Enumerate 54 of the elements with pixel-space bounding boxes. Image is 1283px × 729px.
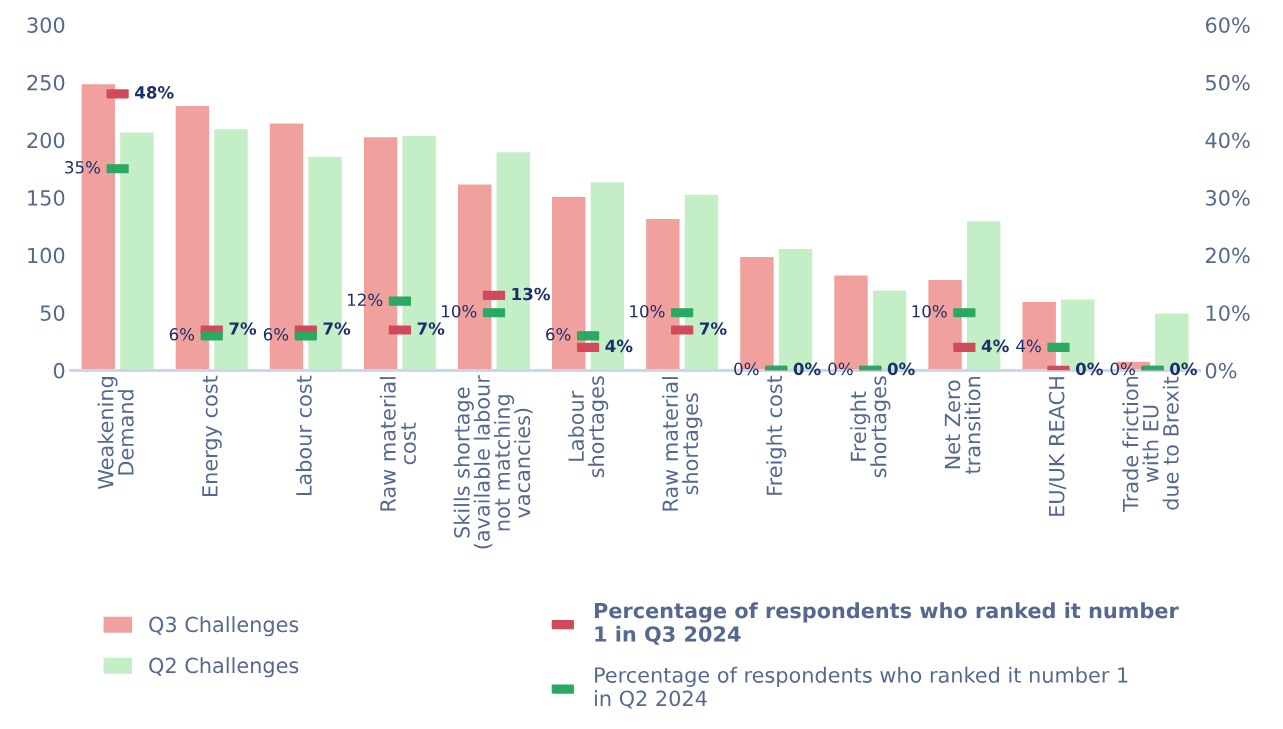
data-label: 0% xyxy=(1170,362,1197,376)
legend-label: Percentage of respondents who ranked it number 1 in Q3 2024 xyxy=(594,602,1179,645)
y2-tick-label: 30% xyxy=(1206,190,1250,206)
data-label: 7% xyxy=(323,322,351,335)
x-tick-label: Freight shortages xyxy=(850,376,891,478)
x-tick-label: Net Zero transition xyxy=(944,376,981,474)
data-label: 0% xyxy=(793,362,821,376)
legend-label: Q3 Challenges xyxy=(149,616,299,637)
y-tick-label: 100 xyxy=(28,247,65,264)
y-tick-label: 150 xyxy=(28,190,65,206)
data-label: 7% xyxy=(699,322,727,335)
data-label: 0% xyxy=(1075,362,1103,376)
data-label: 4% xyxy=(1016,339,1041,353)
y2-tick-label: 60% xyxy=(1205,17,1250,33)
data-label: 4% xyxy=(981,339,1009,353)
data-label: 4% xyxy=(605,339,633,353)
x-tick-label: Trade friction with EU due to Brexit xyxy=(1122,376,1179,512)
x-tick-label: Weakening Demand xyxy=(97,377,134,490)
y2-tick-label: 20% xyxy=(1205,247,1250,264)
x-tick-label: Raw material cost xyxy=(379,377,416,511)
x-tick-label: Labour cost xyxy=(295,375,312,496)
y-tick-label: 250 xyxy=(27,74,65,91)
data-label: 6% xyxy=(546,328,571,341)
y2-tick-label: 10% xyxy=(1206,305,1250,321)
data-label: 7% xyxy=(417,322,445,335)
y-tick-label: 300 xyxy=(27,17,65,33)
data-label: 13% xyxy=(512,287,550,301)
y2-tick-label: 40% xyxy=(1205,132,1250,149)
data-label: 6% xyxy=(263,328,289,341)
data-label: 0% xyxy=(734,362,759,376)
data-label: 6% xyxy=(169,328,195,341)
data-label: 0% xyxy=(1110,362,1135,376)
y-tick-label: 50 xyxy=(40,305,65,321)
data-label: 0% xyxy=(887,362,915,376)
x-tick-label: Energy cost xyxy=(202,375,222,496)
data-label: 10% xyxy=(442,304,477,318)
data-label: 7% xyxy=(229,322,257,335)
legend-label: Q2 Challenges xyxy=(149,657,299,678)
data-label: 48% xyxy=(135,86,174,99)
x-tick-label: Skills shortage (available labour not matching vacancies) xyxy=(453,375,533,549)
data-label: 10% xyxy=(630,304,665,318)
y2-tick-label: 0% xyxy=(1205,362,1237,379)
y2-tick-label: 50% xyxy=(1206,74,1250,91)
y-tick-label: 0 xyxy=(53,362,65,379)
y-tick-label: 200 xyxy=(27,132,65,149)
x-tick-label: Raw material shortages xyxy=(661,377,703,511)
data-label: 35% xyxy=(65,160,101,174)
x-tick-label: Labour shortages xyxy=(567,376,609,478)
x-tick-label: EU/UK REACH xyxy=(1048,377,1067,516)
data-label: 10% xyxy=(912,304,947,318)
x-tick-label: Freight cost xyxy=(766,375,787,495)
data-label: 12% xyxy=(347,293,383,307)
legend-label: Percentage of respondents who ranked it number 1 in Q2 2024 xyxy=(595,666,1128,709)
data-label: 0% xyxy=(828,362,853,376)
